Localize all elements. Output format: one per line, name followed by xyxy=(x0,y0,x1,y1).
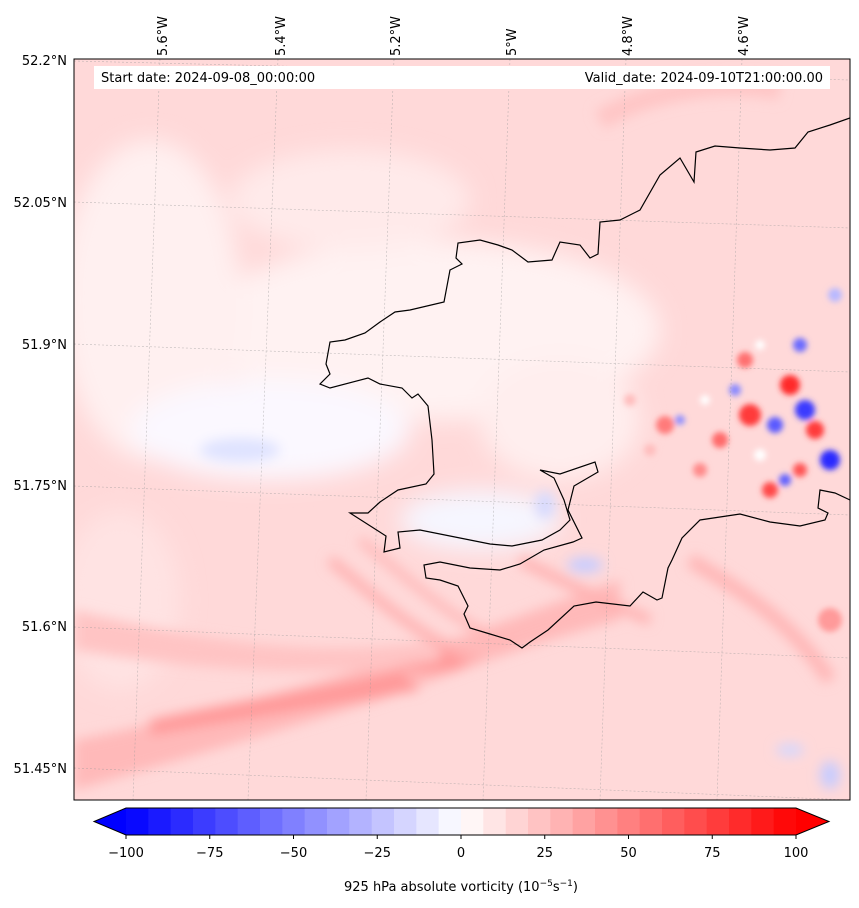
colorbar-segment xyxy=(729,808,752,835)
map-frame xyxy=(73,58,851,801)
colorbar: −100 −75 −50 −25 0 25 50 75 100 925 hPa absolute… xyxy=(92,807,831,895)
colorbar-segment xyxy=(706,808,730,835)
lon-label: 5°W xyxy=(505,28,520,56)
colorbar-tick-label: 50 xyxy=(620,846,637,861)
colorbar-tick-label: −50 xyxy=(280,846,307,861)
longitude-labels: 5.6°W 5.4°W 5.2°W 5°W 4.8°W 4.6°W xyxy=(156,16,752,56)
colorbar-tick-label: −75 xyxy=(196,846,223,861)
colorbar-segment xyxy=(304,808,328,835)
colorbar-segment xyxy=(215,808,239,835)
colorbar-segment xyxy=(438,808,462,835)
colorbar-segment xyxy=(371,808,395,835)
colorbar-segment xyxy=(483,808,507,835)
lat-label: 51.9°N xyxy=(22,338,67,353)
colorbar-tick-label: 100 xyxy=(784,846,809,861)
colorbar-segment xyxy=(617,808,641,835)
colorbar-segment xyxy=(193,808,216,835)
colorbar-segments xyxy=(126,808,797,835)
coastline xyxy=(318,117,850,649)
lon-label: 4.6°W xyxy=(737,16,752,56)
lon-label: 5.2°W xyxy=(389,16,404,56)
colorbar-segment xyxy=(170,808,194,835)
colorbar-segment xyxy=(461,808,484,835)
lon-label: 5.6°W xyxy=(156,16,171,56)
colorbar-segment xyxy=(148,808,172,835)
valid-date-text: Valid_date: 2024-09-10T21:00:00.00 xyxy=(585,71,823,86)
colorbar-segment xyxy=(505,808,529,835)
start-date-text: Start date: 2024-09-08_00:00:00 xyxy=(101,71,315,86)
colorbar-segment xyxy=(394,808,417,835)
colorbar-segment xyxy=(260,808,283,835)
colorbar-ticks: −100 −75 −50 −25 0 25 50 75 100 xyxy=(108,835,808,861)
colorbar-segment xyxy=(237,808,261,835)
colorbar-segment xyxy=(684,808,708,835)
colorbar-tick-label: 0 xyxy=(457,846,465,861)
colorbar-segment xyxy=(327,808,350,835)
colorbar-segment xyxy=(773,808,797,835)
lat-label: 52.2°N xyxy=(22,54,67,69)
colorbar-segment xyxy=(751,808,775,835)
colorbar-segment xyxy=(662,808,685,835)
colorbar-min-extension xyxy=(94,808,126,835)
lon-label: 5.4°W xyxy=(274,16,289,56)
date-header-box xyxy=(94,66,830,89)
colorbar-segment xyxy=(349,808,373,835)
graticule xyxy=(74,59,850,800)
colorbar-segment xyxy=(639,808,663,835)
vorticity-field xyxy=(74,59,850,800)
colorbar-tick-label: −25 xyxy=(364,846,391,861)
colorbar-segment xyxy=(282,808,306,835)
colorbar-tick-label: 25 xyxy=(536,846,553,861)
lat-label: 51.45°N xyxy=(14,762,67,777)
lat-label: 52.05°N xyxy=(14,196,67,211)
colorbar-segment xyxy=(528,808,551,835)
colorbar-segment xyxy=(595,808,618,835)
latitude-labels: 52.2°N 52.05°N 51.9°N 51.75°N 51.6°N 51.… xyxy=(14,54,67,777)
colorbar-segment xyxy=(572,808,596,835)
colorbar-max-extension xyxy=(796,808,829,835)
colorbar-segment xyxy=(126,808,149,835)
colorbar-tick-label: −100 xyxy=(108,846,144,861)
colorbar-segment xyxy=(416,808,440,835)
colorbar-segment xyxy=(550,808,574,835)
lat-label: 51.6°N xyxy=(22,620,67,635)
lon-label: 4.8°W xyxy=(621,16,636,56)
colorbar-label: 925 hPa absolute vorticity (10−5s−1) xyxy=(344,879,578,895)
lat-label: 51.75°N xyxy=(14,479,67,494)
colorbar-tick-label: 75 xyxy=(704,846,721,861)
